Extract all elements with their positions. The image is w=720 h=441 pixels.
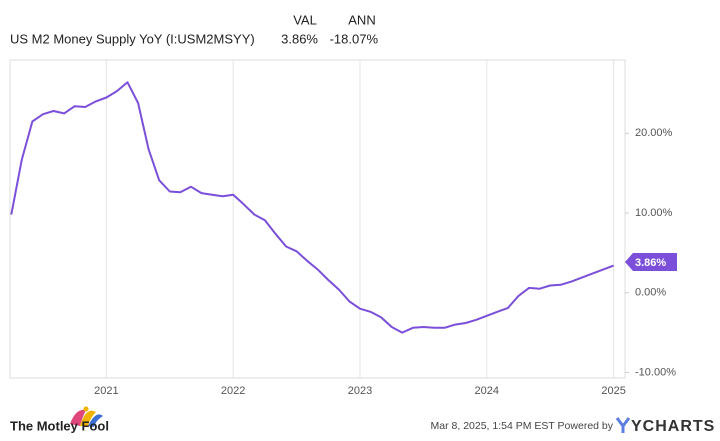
ann-header: ANN [348, 12, 375, 27]
y-tick-label: 20.00% [635, 127, 673, 139]
last-value-tag [625, 252, 677, 271]
val-header: VAL [293, 12, 317, 27]
x-tick-label: 2024 [475, 385, 499, 397]
y-tick-label: 0.00% [635, 287, 666, 299]
x-tick-label: 2023 [348, 385, 372, 397]
last-value-label: 3.86% [635, 257, 666, 269]
y-tick-label: -10.00% [635, 366, 676, 378]
y-tick-label: 10.00% [635, 207, 673, 219]
brand: The Motley Fool [10, 418, 109, 433]
plot-frame [9, 59, 626, 379]
val-value: 3.86% [281, 31, 318, 46]
motley-fool-logo [70, 406, 103, 427]
x-tick-label: 2025 [601, 385, 625, 397]
timestamp: Mar 8, 2025, 1:54 PM EST Powered by [431, 420, 614, 432]
ann-value: -18.07% [330, 31, 379, 46]
series-title: US M2 Money Supply YoY (I:USM2MSYY) [10, 31, 255, 46]
ycharts-icon [615, 417, 631, 433]
provider: YCHARTS [631, 418, 715, 435]
x-tick-label: 2022 [221, 385, 245, 397]
data-line [10, 81, 614, 334]
x-tick-label: 2021 [94, 385, 118, 397]
